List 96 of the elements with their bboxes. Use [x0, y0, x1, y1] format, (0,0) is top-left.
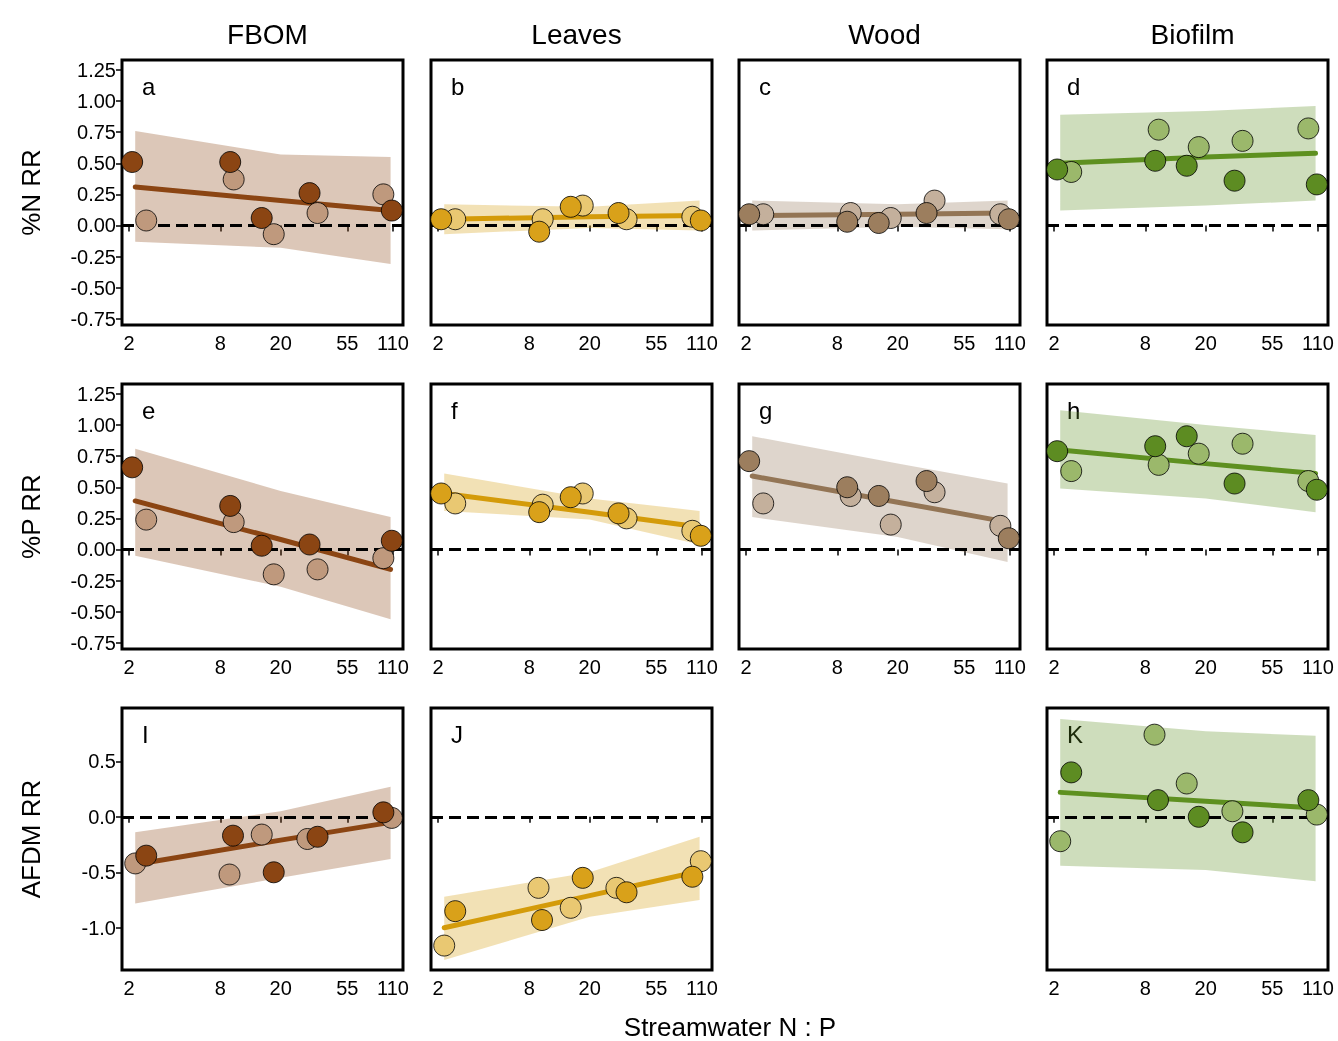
y-tick-label: 0.00 — [77, 214, 116, 237]
x-tick-label: 110 — [1302, 977, 1334, 999]
x-tick-label: 55 — [645, 656, 668, 678]
x-tick-label: 20 — [886, 332, 909, 354]
x-tick-label: 2 — [432, 977, 444, 999]
annotation: K — [1067, 720, 1084, 748]
x-tick-label: 20 — [578, 656, 601, 678]
x-tick-label: 20 — [1194, 332, 1217, 354]
x-tick-label: 2 — [1048, 332, 1060, 354]
chart-title: Biofilm — [1150, 18, 1235, 50]
y-tick-label: 0.0 — [88, 805, 116, 828]
annotation: e — [142, 396, 156, 424]
x-tick-label: 2 — [1048, 656, 1060, 678]
y-tick-label: 0.50 — [77, 476, 116, 499]
x-tick-label: 110 — [994, 656, 1026, 678]
x-tick-label: 110 — [377, 656, 409, 678]
x-tick-label: 110 — [1302, 332, 1334, 354]
x-tick-label: 8 — [214, 332, 226, 354]
x-tick-label: 8 — [1139, 656, 1151, 678]
y-tick-label: -1.0 — [81, 916, 116, 939]
y-tick-label: -0.50 — [70, 276, 116, 299]
x-tick-label: 8 — [523, 977, 535, 999]
annotation: J — [451, 720, 463, 748]
y-tick-label: -0.50 — [70, 600, 116, 623]
x-tick-label: 20 — [578, 332, 601, 354]
y-tick-label: 0.25 — [77, 507, 116, 530]
y-tick-label: -0.75 — [70, 307, 116, 330]
chart-title: Leaves — [531, 18, 622, 50]
x-tick-label: 2 — [432, 656, 444, 678]
x-tick-label: 2 — [123, 977, 135, 999]
annotation: d — [1067, 72, 1081, 100]
x-tick-label: 8 — [214, 656, 226, 678]
y-tick-label: 0.25 — [77, 183, 116, 206]
x-tick-label: 55 — [336, 332, 359, 354]
x-tick-label: 20 — [269, 977, 292, 999]
y-tick-label: 0.5 — [88, 750, 116, 773]
y-tick-label: -0.75 — [70, 631, 116, 654]
annotation: c — [759, 72, 771, 100]
x-tick-label: 55 — [1261, 332, 1284, 354]
x-tick-label: 8 — [523, 332, 535, 354]
annotation: h — [1067, 396, 1081, 424]
y-tick-label: 1.00 — [77, 414, 116, 437]
x-tick-label: 2 — [740, 656, 752, 678]
y-tick-label: 1.25 — [77, 382, 116, 405]
x-tick-label: 20 — [886, 656, 909, 678]
x-tick-label: 8 — [1139, 332, 1151, 354]
y-axis-title: %P RR — [16, 474, 46, 559]
x-tick-label: 55 — [1261, 656, 1284, 678]
x-tick-label: 2 — [123, 656, 135, 678]
x-tick-label: 110 — [686, 332, 718, 354]
y-tick-label: 1.00 — [77, 90, 116, 113]
annotation: b — [451, 72, 465, 100]
x-tick-label: 8 — [523, 656, 535, 678]
x-tick-label: 55 — [645, 332, 668, 354]
y-tick-label: 0.50 — [77, 152, 116, 175]
y-axis-title: %N RR — [16, 149, 46, 236]
y-tick-label: 0.00 — [77, 538, 116, 561]
x-tick-label: 55 — [336, 977, 359, 999]
x-tick-label: 8 — [831, 656, 843, 678]
annotation: a — [142, 72, 156, 100]
x-tick-label: 110 — [1302, 656, 1334, 678]
x-tick-label: 110 — [377, 977, 409, 999]
chart-title: Wood — [848, 18, 921, 50]
y-axis-title: AFDM RR — [16, 779, 46, 899]
x-tick-label: 55 — [953, 656, 976, 678]
x-tick-label: 8 — [831, 332, 843, 354]
y-tick-label: 0.75 — [77, 445, 116, 468]
x-tick-label: 20 — [1194, 977, 1217, 999]
x-tick-label: 8 — [1139, 977, 1151, 999]
x-tick-label: 55 — [645, 977, 668, 999]
x-tick-label: 20 — [578, 977, 601, 999]
x-tick-label: 2 — [740, 332, 752, 354]
x-tick-label: 20 — [1194, 656, 1217, 678]
x-tick-label: 110 — [686, 656, 718, 678]
x-tick-label: 55 — [336, 656, 359, 678]
x-tick-label: 110 — [377, 332, 409, 354]
y-tick-label: 0.75 — [77, 121, 116, 144]
chart-title: FBOM — [227, 18, 308, 50]
x-tick-label: 110 — [686, 977, 718, 999]
x-tick-label: 2 — [123, 332, 135, 354]
y-tick-label: -0.25 — [70, 245, 116, 268]
y-tick-label: 1.25 — [77, 58, 116, 81]
annotation: g — [759, 396, 773, 424]
y-tick-label: -0.5 — [81, 861, 116, 884]
x-tick-label: 110 — [994, 332, 1026, 354]
annotation: I — [142, 720, 149, 748]
x-tick-label: 20 — [269, 656, 292, 678]
x-tick-label: 2 — [1048, 977, 1060, 999]
x-tick-label: 2 — [432, 332, 444, 354]
x-tick-label: 55 — [1261, 977, 1284, 999]
x-tick-label: 55 — [953, 332, 976, 354]
annotation: f — [451, 396, 458, 424]
x-axis-title: Streamwater N : P — [623, 1012, 837, 1041]
x-tick-label: 20 — [269, 332, 292, 354]
y-tick-label: -0.25 — [70, 569, 116, 592]
x-tick-label: 8 — [214, 977, 226, 999]
